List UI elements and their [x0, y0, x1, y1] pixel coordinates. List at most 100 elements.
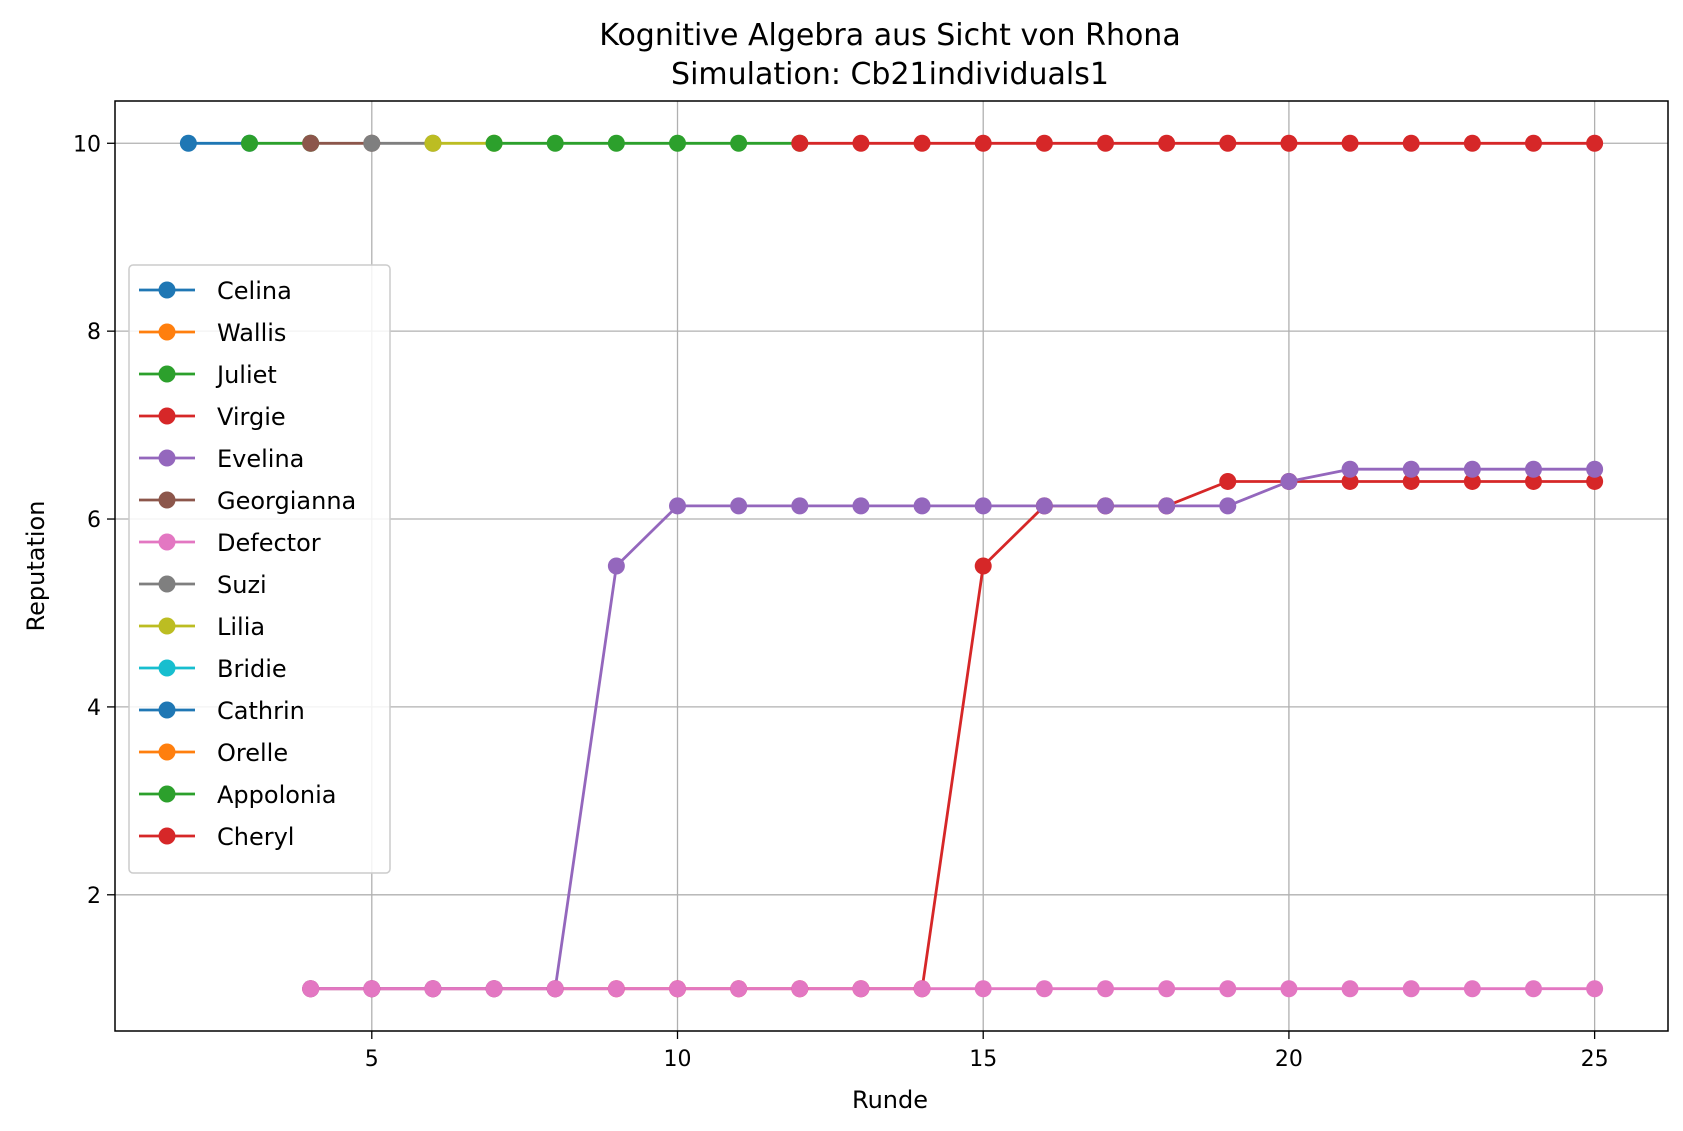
x-ticks: 5 10 15 20 25: [365, 1031, 1609, 1072]
y-axis-label: Reputation: [22, 501, 50, 632]
data-point-defector: [607, 980, 625, 998]
data-point-cheryl: [1402, 134, 1420, 152]
data-point-defector: [669, 980, 687, 998]
legend-marker: [158, 449, 176, 467]
y-tick-label: 8: [87, 320, 101, 345]
data-point-virgie: [1219, 472, 1237, 490]
data-point-defector: [1586, 980, 1604, 998]
data-point-defector: [1341, 980, 1359, 998]
data-point-defector: [1219, 980, 1237, 998]
legend-marker: [158, 743, 176, 761]
legend-label: Evelina: [217, 445, 304, 473]
data-point-defector: [1463, 980, 1481, 998]
legend-marker: [158, 323, 176, 341]
y-tick-label: 6: [87, 508, 101, 533]
data-point-defector: [1524, 980, 1542, 998]
data-point-lilia: [424, 134, 442, 152]
legend-marker: [158, 365, 176, 383]
legend-label: Cathrin: [217, 697, 305, 725]
data-point-cheryl: [1586, 134, 1604, 152]
data-point-cheryl: [791, 134, 809, 152]
data-point-cheryl: [1524, 134, 1542, 152]
x-tick-label: 15: [969, 1047, 997, 1072]
data-point-evelina: [1463, 460, 1481, 478]
data-point-evelina: [1341, 460, 1359, 478]
legend-label: Bridie: [217, 655, 287, 683]
data-point-suzi: [363, 134, 381, 152]
legend-marker: [158, 407, 176, 425]
data-point-evelina: [1524, 460, 1542, 478]
data-point-evelina: [1035, 497, 1053, 515]
data-point-cheryl: [974, 134, 992, 152]
data-point-defector: [1035, 980, 1053, 998]
data-point-defector: [1096, 980, 1114, 998]
y-tick-label: 4: [87, 696, 101, 721]
legend-label: Juliet: [215, 361, 277, 389]
series-line-evelina: [310, 467, 1595, 991]
data-point-cheryl: [1280, 134, 1298, 152]
legend: Celina Wallis Juliet Virgie Evelina Georgiann…: [128, 264, 391, 874]
data-point-cheryl: [1096, 134, 1114, 152]
data-point-evelina: [852, 497, 870, 515]
series-line-virgie: [310, 480, 1595, 991]
data-point-defector: [302, 980, 320, 998]
data-point-defector: [424, 980, 442, 998]
data-point-defector: [974, 980, 992, 998]
data-point-juliet: [241, 134, 259, 152]
data-point-evelina: [974, 497, 992, 515]
data-point-evelina: [607, 557, 625, 575]
data-point-cheryl: [1158, 134, 1176, 152]
series-markers: [179, 134, 1604, 998]
legend-marker: [158, 701, 176, 719]
chart-subtitle: Simulation: Cb21individuals1: [671, 57, 1109, 92]
legend-marker: [158, 533, 176, 551]
data-point-defector: [791, 980, 809, 998]
legend-label: Appolonia: [217, 781, 337, 809]
data-point-evelina: [1280, 472, 1298, 490]
data-point-cheryl: [913, 134, 931, 152]
legend-label: Defector: [217, 529, 321, 557]
data-point-evelina: [730, 497, 748, 515]
data-point-virgie: [1586, 472, 1604, 490]
data-point-celina: [179, 134, 197, 152]
x-tick-label: 25: [1581, 1047, 1609, 1072]
data-point-defector: [852, 980, 870, 998]
data-point-cheryl: [1219, 134, 1237, 152]
data-point-defector: [546, 980, 564, 998]
series-lines: [188, 141, 1595, 991]
data-point-defector: [1402, 980, 1420, 998]
x-tick-label: 5: [365, 1047, 379, 1072]
legend-marker: [158, 827, 176, 845]
data-point-virgie: [1463, 472, 1481, 490]
x-tick-label: 10: [664, 1047, 692, 1072]
data-point-evelina: [1586, 460, 1604, 478]
data-point-cheryl: [1463, 134, 1481, 152]
x-axis-label: Runde: [852, 1086, 928, 1114]
data-point-evelina: [1402, 460, 1420, 478]
data-point-appolonia: [607, 134, 625, 152]
legend-marker: [158, 491, 176, 509]
data-point-virgie: [1402, 472, 1420, 490]
data-point-cheryl: [1341, 134, 1359, 152]
data-point-evelina: [791, 497, 809, 515]
x-tick-label: 20: [1275, 1047, 1303, 1072]
legend-marker: [158, 617, 176, 635]
data-point-defector: [363, 980, 381, 998]
data-point-defector: [1280, 980, 1298, 998]
data-point-appolonia: [485, 134, 503, 152]
chart-title: Kognitive Algebra aus Sicht von Rhona: [599, 18, 1180, 53]
legend-label: Virgie: [217, 403, 286, 431]
legend-label: Celina: [217, 277, 292, 305]
y-tick-label: 2: [87, 884, 101, 909]
legend-label: Wallis: [217, 319, 286, 347]
data-point-cheryl: [1035, 134, 1053, 152]
y-ticks: 2 4 6 8 10: [73, 132, 115, 909]
data-point-virgie: [974, 557, 992, 575]
y-tick-label: 10: [73, 132, 101, 157]
data-point-defector: [913, 980, 931, 998]
data-point-cheryl: [852, 134, 870, 152]
data-point-virgie: [1341, 472, 1359, 490]
legend-label: Orelle: [217, 739, 288, 767]
data-point-appolonia: [546, 134, 564, 152]
